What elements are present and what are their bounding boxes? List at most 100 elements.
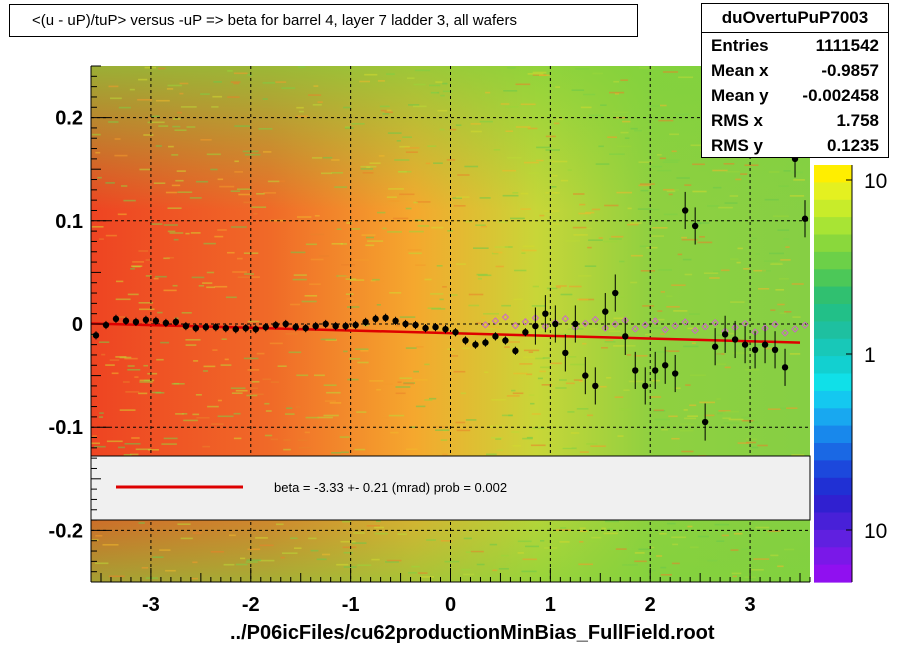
profile-open-marker (591, 315, 600, 324)
profile-point (602, 308, 609, 315)
y-tick-label: 0 (72, 314, 83, 336)
legend-text: beta = -3.33 +- 0.21 (mrad) prob = 0.002 (274, 480, 507, 495)
profile-point (312, 322, 319, 330)
colorbar-cell (814, 408, 852, 427)
stats-value: 0.1235 (827, 136, 879, 155)
profile-point (202, 323, 210, 331)
profile-point (112, 315, 120, 323)
profile-point (632, 367, 639, 374)
profile-open-marker (791, 325, 799, 333)
profile-point (182, 322, 190, 330)
profile-open-marker (681, 318, 689, 326)
profile-point (242, 324, 249, 332)
profile-point (801, 215, 809, 222)
profile-point (761, 341, 769, 348)
colorbar-cell (814, 269, 852, 288)
profile-point (542, 310, 549, 317)
profile-point (562, 349, 569, 357)
profile-point (512, 347, 519, 355)
profile-point (452, 329, 459, 336)
profile-open-marker (631, 325, 639, 333)
profile-point (92, 332, 100, 339)
profile-point (642, 382, 649, 390)
profile-point (222, 324, 230, 332)
stats-label: RMS y (711, 136, 763, 155)
profile-point (582, 372, 589, 379)
profile-point (472, 341, 479, 348)
profile-point (652, 367, 659, 374)
profile-open-marker (561, 315, 570, 323)
profile-open-marker (801, 321, 809, 329)
x-axis-label: ../P06icFiles/cu62productionMinBias_Full… (230, 622, 715, 644)
x-tick-label: 3 (745, 594, 756, 616)
colorbar-cell (814, 477, 852, 496)
profile-point (532, 322, 539, 330)
y-tick-label: -0.2 (49, 520, 83, 542)
profile-point (731, 336, 739, 343)
colorbar-cell (814, 234, 852, 253)
profile-open-marker (511, 321, 520, 330)
colorbar-cell (814, 251, 852, 270)
colorbar-cell (814, 217, 852, 236)
stats-label: RMS x (711, 111, 763, 130)
profile-point (262, 323, 269, 331)
y-tick-label: 0.2 (55, 108, 83, 130)
stats-row-rms-y: RMS y 0.1235 (702, 133, 888, 158)
stats-label: Entries (711, 36, 769, 55)
profile-point (781, 364, 789, 371)
profile-point (252, 325, 259, 333)
colorbar-tick-label: 10 (864, 520, 887, 543)
stats-value: -0.9857 (821, 61, 879, 80)
heatmap-texture (91, 66, 805, 580)
profile-open-marker (691, 326, 699, 335)
colorbar-cell (814, 390, 852, 409)
colorbar-cell (814, 443, 852, 461)
profile-point (122, 317, 130, 325)
profile-open-marker (581, 319, 590, 328)
colorbar-cell (814, 165, 852, 183)
profile-open-marker (671, 322, 679, 330)
x-tick-label: 0 (445, 594, 456, 616)
profile-point (332, 322, 339, 330)
profile-point (352, 321, 359, 329)
profile-point (741, 341, 749, 348)
profile-point (272, 321, 279, 329)
colorbar-cell (814, 373, 852, 392)
profile-point (102, 321, 110, 329)
profile-point (232, 325, 239, 333)
stats-row-rms-x: RMS x 1.758 (702, 108, 888, 133)
colorbar-tick-label: 10 (864, 170, 887, 193)
profile-point (552, 320, 559, 328)
profile-point (172, 318, 180, 326)
stats-row-mean-y: Mean y -0.002458 (702, 83, 888, 108)
profile-point (402, 320, 409, 328)
profile-point (572, 320, 579, 328)
profile-point (681, 207, 689, 214)
profile-point (462, 337, 469, 344)
x-tick-label: 1 (545, 594, 556, 616)
profile-open-marker (491, 317, 500, 325)
profile-point (362, 318, 369, 326)
colorbar-cell (814, 460, 852, 479)
profile-open-marker (611, 320, 619, 328)
colorbar-cell (814, 338, 852, 357)
colorbar-cell (814, 182, 852, 201)
x-tick-label: -3 (142, 594, 160, 616)
profile-point (691, 222, 699, 230)
profile-open-marker (711, 319, 719, 327)
legend: beta = -3.33 +- 0.21 (mrad) prob = 0.002 (90, 455, 811, 521)
profile-open-marker (651, 317, 659, 325)
stats-row-entries: Entries 1111542 (702, 33, 888, 58)
profile-point (592, 382, 599, 390)
colorbar-cell (814, 199, 852, 218)
colorbar-cell (814, 547, 852, 566)
stats-label: Mean x (711, 61, 769, 80)
profile-open-marker (781, 329, 789, 337)
colorbar-cell (814, 286, 852, 305)
y-tick-label: -0.1 (49, 417, 83, 439)
profile-point (492, 333, 499, 340)
profile-open-marker (771, 320, 779, 329)
profile-point (392, 317, 399, 325)
profile-point (322, 320, 329, 328)
